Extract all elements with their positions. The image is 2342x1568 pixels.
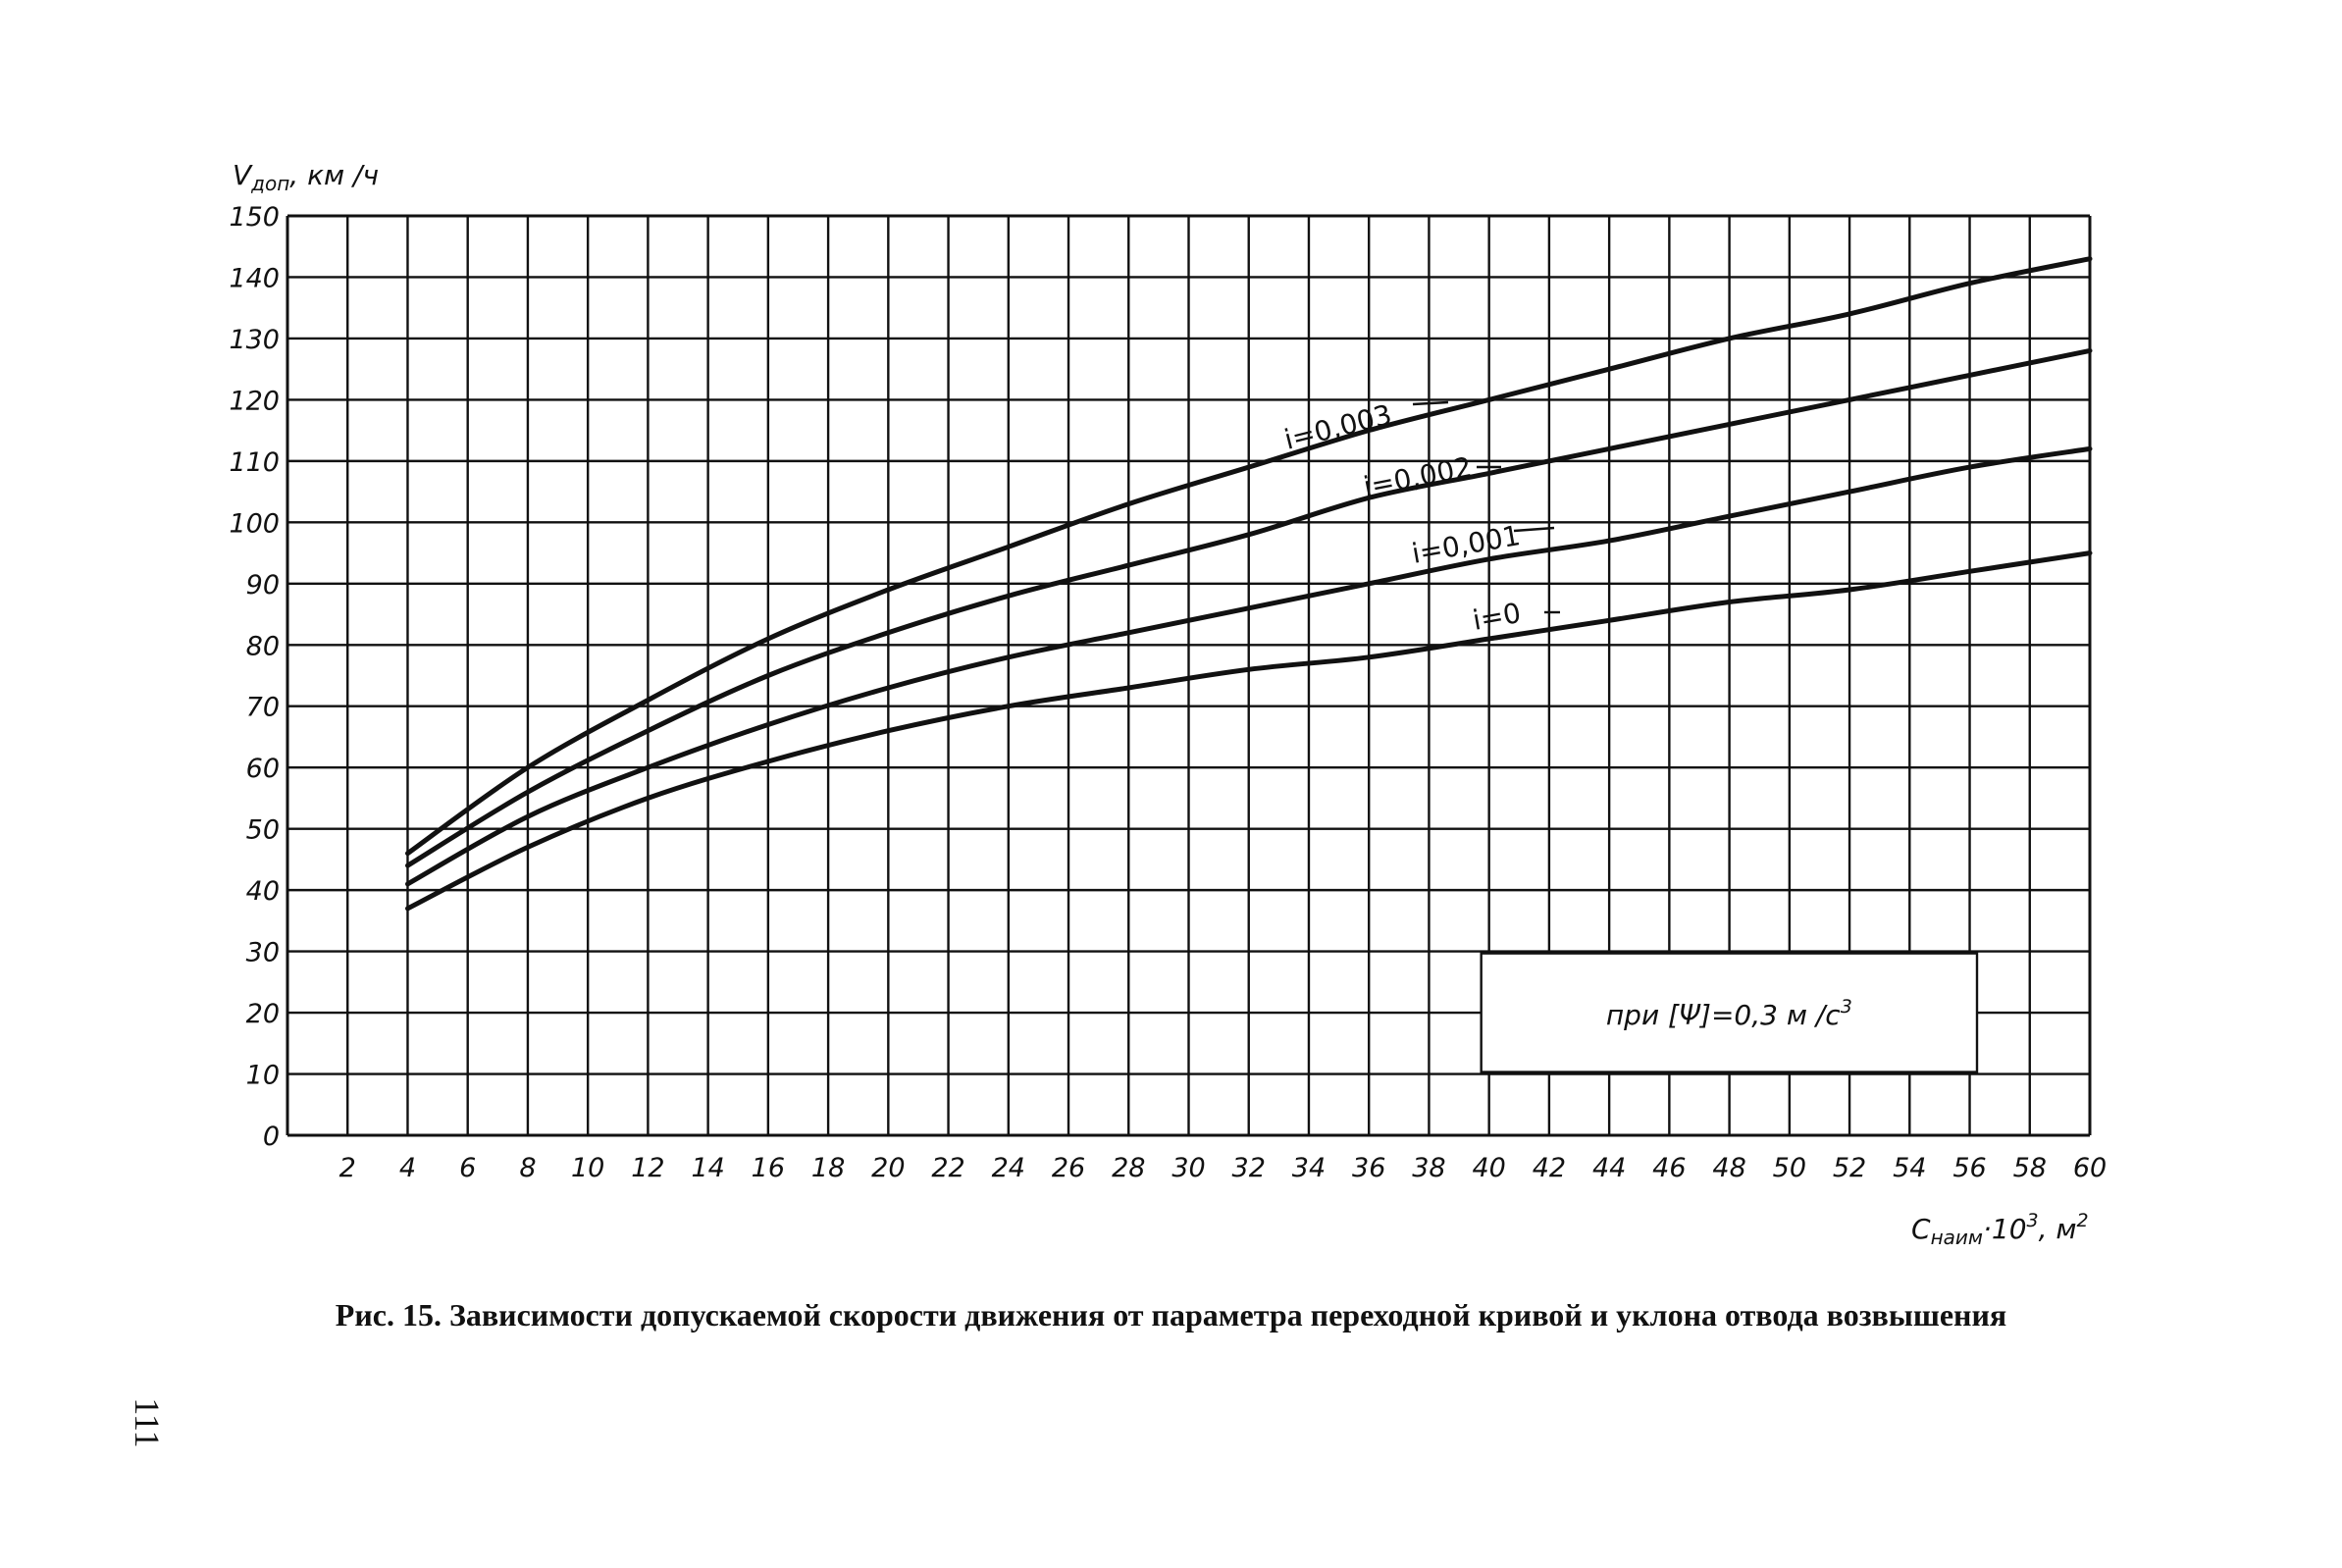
page-number: 111	[128, 1397, 167, 1448]
y-tick-label: 0	[263, 1122, 280, 1152]
y-tick-label: 20	[246, 999, 280, 1029]
y-tick-label: 140	[229, 263, 280, 293]
x-tick-label: 54	[1893, 1153, 1926, 1183]
y-tick-label: 90	[246, 570, 280, 601]
annotation-box: при [Ψ]=0,3 м /с3	[1480, 952, 1979, 1073]
y-tick-label: 40	[246, 876, 280, 907]
y-tick-label: 130	[229, 325, 280, 355]
x-tick-label: 24	[992, 1153, 1025, 1183]
x-tick-label: 12	[631, 1153, 664, 1183]
x-axis-title: Cнаим·103, м2	[1911, 1210, 2089, 1249]
y-tick-label: 120	[229, 386, 280, 416]
x-tick-label: 8	[519, 1153, 536, 1183]
y-tick-label: 70	[246, 693, 280, 723]
y-tick-label: 60	[246, 754, 280, 784]
x-tick-label: 28	[1112, 1153, 1145, 1183]
y-tick-label: 110	[229, 447, 280, 478]
annotation-panel	[1480, 952, 1979, 1073]
series-line	[405, 550, 2093, 912]
series-label-leader	[1412, 400, 1449, 406]
x-tick-label: 20	[871, 1153, 905, 1183]
x-tick-label: 16	[752, 1153, 785, 1183]
x-tick-label: 60	[2073, 1153, 2107, 1183]
series-label: i=0,003	[1281, 398, 1395, 456]
x-tick-label: 26	[1052, 1153, 1085, 1183]
series-lines	[405, 256, 2093, 912]
x-tick-label: 22	[931, 1153, 964, 1183]
x-tick-label: 42	[1533, 1153, 1566, 1183]
tick-labels: 2 4 6 8 10 12 14 16 18 20 22 24 26 28 30 32 34 36 38 40 42 44…	[229, 202, 2107, 1183]
x-tick-label: 56	[1952, 1153, 1986, 1183]
annotation-text: при [Ψ]=0,3 м /с3	[1606, 996, 1852, 1031]
x-tick-label: 50	[1773, 1153, 1806, 1183]
x-tick-label: 46	[1652, 1153, 1686, 1183]
series-line	[405, 445, 2093, 887]
x-tick-label: 14	[691, 1153, 724, 1183]
series-label-leader	[1513, 526, 1555, 533]
y-tick-label: 100	[229, 508, 280, 539]
x-tick-label: 34	[1292, 1153, 1326, 1183]
x-tick-label: 4	[399, 1153, 416, 1183]
x-tick-label: 44	[1592, 1153, 1626, 1183]
y-axis-title: Vдоп, км /ч	[233, 159, 379, 195]
y-tick-label: 50	[246, 815, 280, 846]
figure-caption: Рис. 15. Зависимости допускаемой скорост…	[335, 1297, 2007, 1333]
x-tick-label: 38	[1412, 1153, 1445, 1183]
x-tick-label: 36	[1352, 1153, 1385, 1183]
x-tick-label: 40	[1472, 1153, 1505, 1183]
x-tick-label: 58	[2013, 1153, 2047, 1183]
x-tick-label: 48	[1712, 1153, 1745, 1183]
x-tick-label: 18	[811, 1153, 845, 1183]
y-tick-label: 30	[246, 938, 280, 968]
x-tick-label: 10	[571, 1153, 604, 1183]
x-tick-label: 32	[1232, 1153, 1266, 1183]
y-tick-label: 10	[246, 1061, 280, 1091]
x-tick-label: 30	[1171, 1153, 1205, 1183]
y-tick-label: 80	[246, 631, 280, 661]
x-tick-label: 52	[1833, 1153, 1866, 1183]
series-line	[405, 256, 2093, 857]
series-label: i=0	[1470, 597, 1523, 637]
series-label: i=0,002	[1361, 450, 1475, 503]
x-tick-label: 6	[459, 1153, 476, 1183]
series-line	[405, 347, 2093, 868]
y-tick-label: 150	[229, 202, 280, 233]
x-tick-label: 2	[339, 1153, 356, 1183]
